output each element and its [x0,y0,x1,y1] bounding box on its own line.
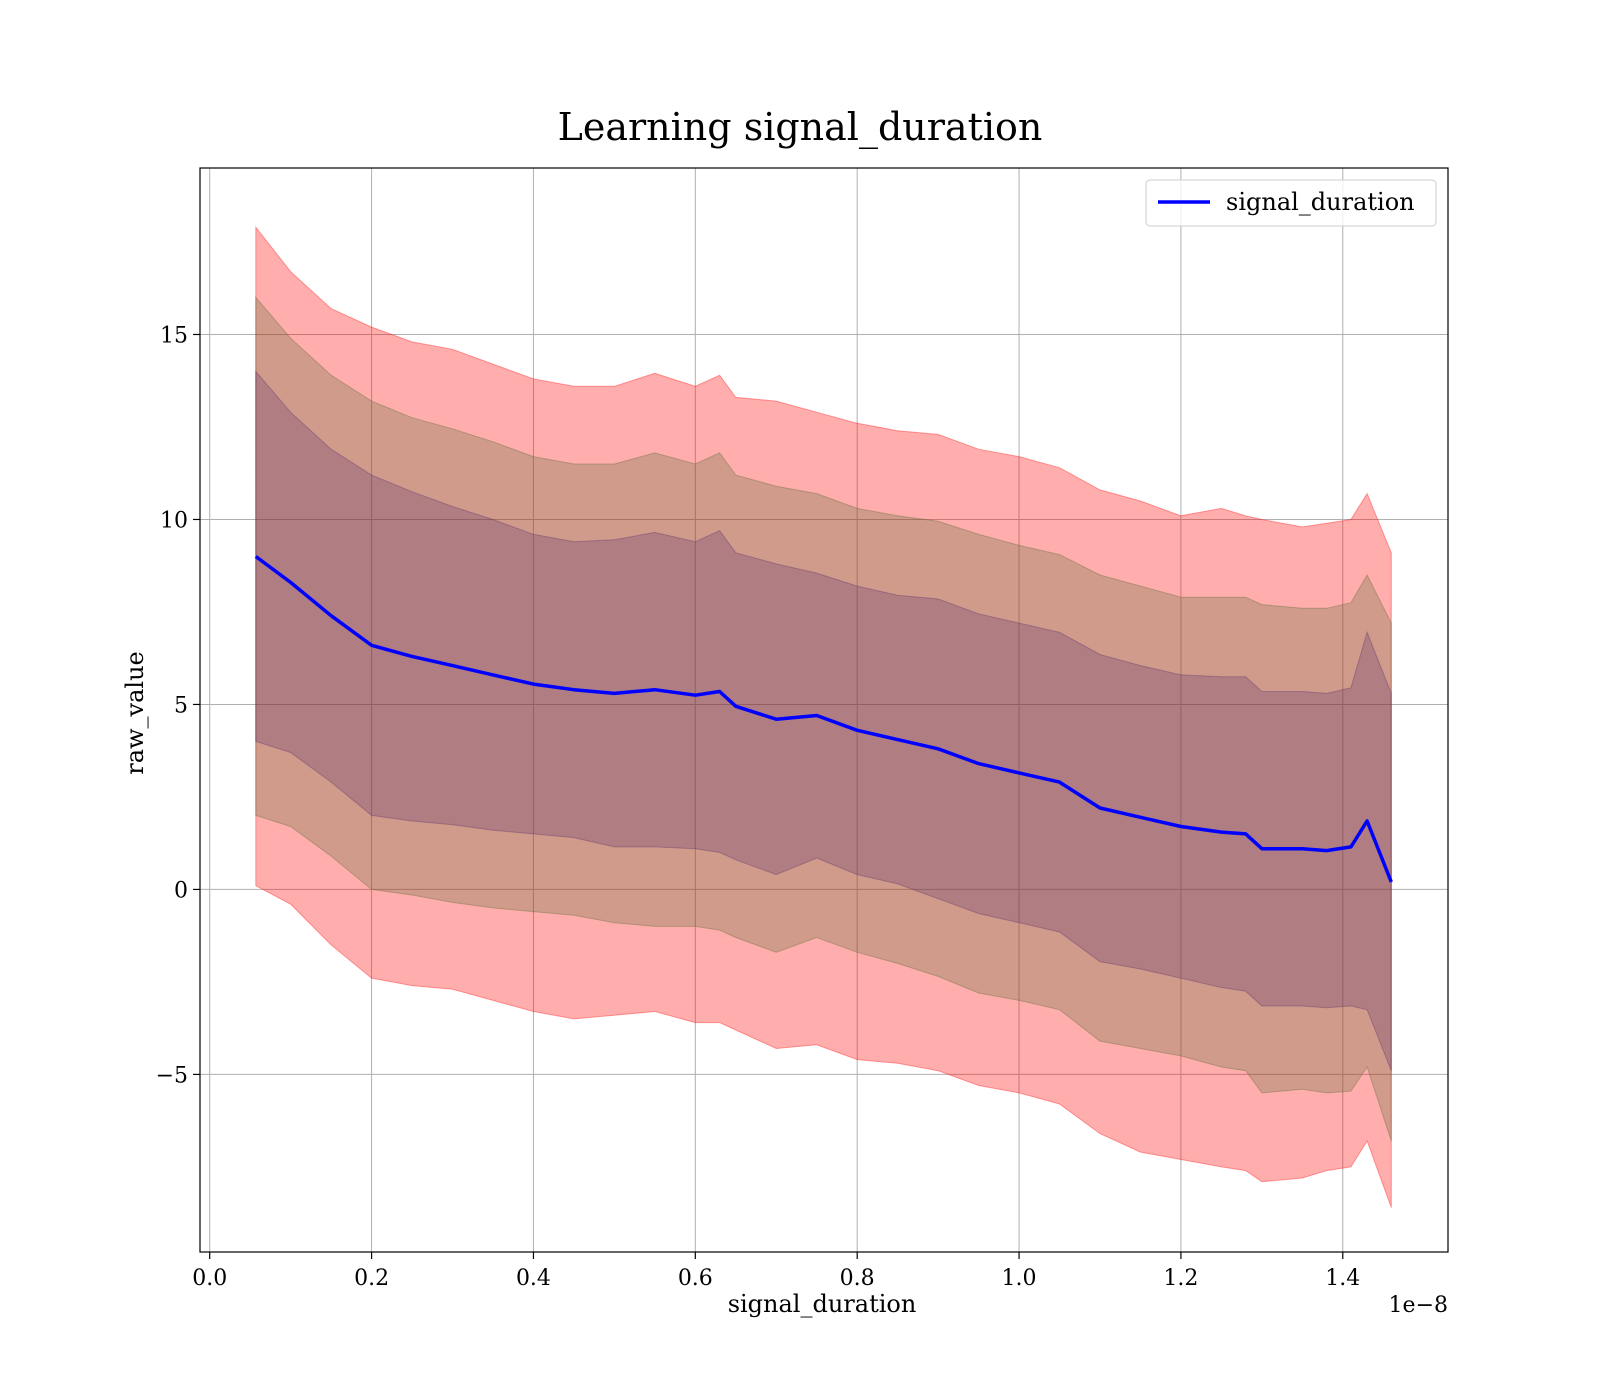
y-axis-label: raw_value [121,651,149,775]
x-tick-label: 0.8 [840,1266,875,1291]
y-tick-label: −5 [156,1063,188,1088]
grid [200,168,1448,1252]
y-tick-label: 15 [160,323,188,348]
series-lines [254,555,1393,883]
x-tick-label: 0.6 [678,1266,713,1291]
y-axis-ticks: −5 0 5 10 15 [156,323,200,1088]
series-line-signal_duration [254,555,1393,883]
x-tick-label: 1.4 [1325,1266,1360,1291]
y-tick-label: 0 [174,878,188,903]
y-tick-label: 10 [160,508,188,533]
confidence-band-1sigma [255,370,1392,1071]
legend: signal_duration [1145,179,1437,227]
plot-frame [199,167,1449,1253]
x-axis-offset-label: 1e−8 [1389,1293,1448,1318]
x-tick-label: 1.0 [1002,1266,1037,1291]
y-tick-label: 5 [174,693,188,718]
legend-label: signal_duration [1226,188,1415,216]
x-tick-label: 0.2 [354,1266,389,1291]
x-axis-label: signal_duration [728,1290,917,1318]
legend-box [1145,179,1437,227]
chart-title: Learning signal_duration [558,105,1043,150]
x-axis-ticks: 0.0 0.2 0.4 0.6 0.8 1.0 1.2 1.4 [192,1252,1360,1291]
x-tick-label: 0.0 [192,1266,227,1291]
x-tick-label: 1.2 [1163,1266,1198,1291]
x-tick-label: 0.4 [516,1266,551,1291]
